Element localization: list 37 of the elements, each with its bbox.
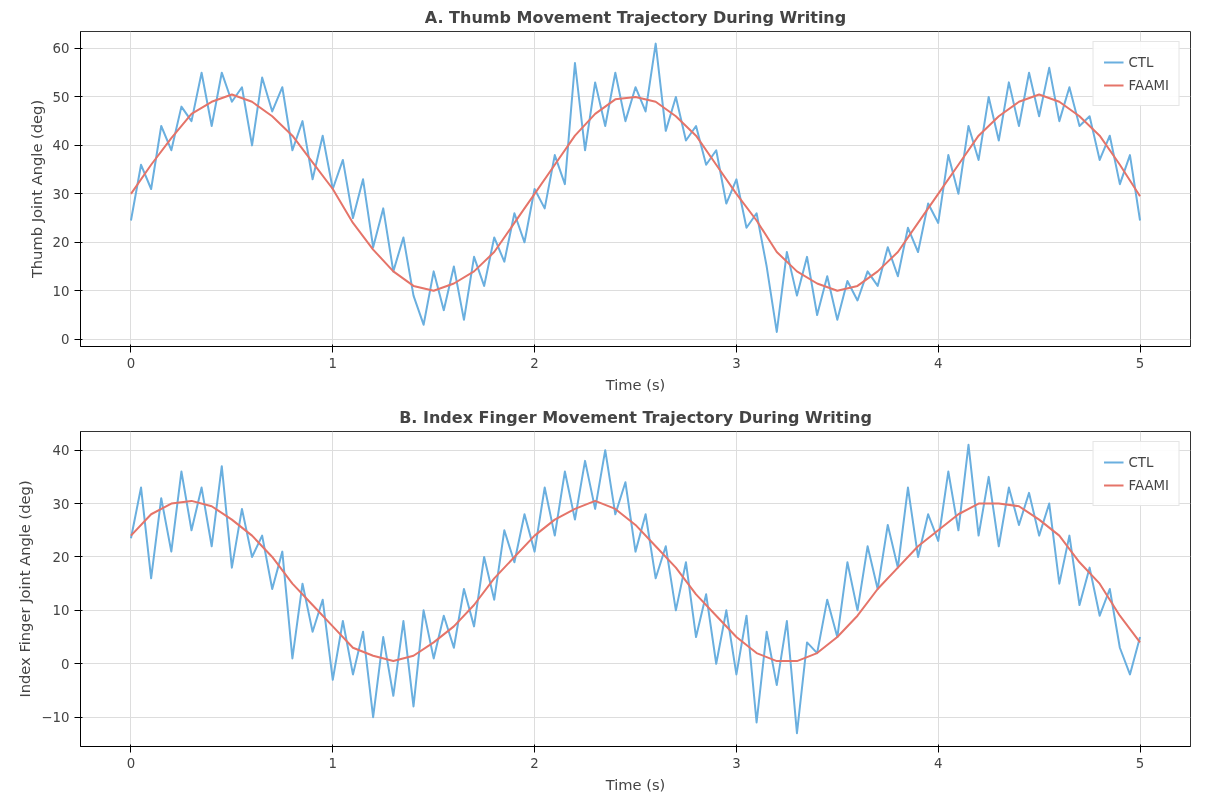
y-tick-label: 60 (52, 41, 70, 57)
x-tick-label: 2 (530, 755, 539, 771)
y-tick-label: 20 (52, 549, 70, 565)
x-tick-label: 5 (1135, 355, 1145, 371)
y-tick-label: 40 (52, 138, 70, 154)
x-axis-title: Time (s) (604, 375, 666, 393)
legend-label: CTL (1128, 54, 1154, 70)
y-tick-label: 40 (52, 443, 70, 459)
x-tick-label: 0 (126, 755, 136, 771)
y-tick-label: 50 (52, 89, 70, 105)
chart-title: B. Index Finger Movement Trajectory During Writing (399, 407, 872, 427)
x-tick-label: 1 (328, 355, 338, 371)
x-tick-label: 1 (328, 755, 338, 771)
y-tick-label: 20 (52, 235, 70, 251)
legend-label: FAAMI (1128, 77, 1169, 93)
x-tick-label: 4 (933, 755, 943, 771)
x-tick-label: 2 (530, 355, 539, 371)
x-tick-label: 5 (1135, 755, 1145, 771)
legend-label: CTL (1128, 454, 1154, 470)
x-tick-label: 0 (126, 355, 136, 371)
line-series (129, 93, 1142, 292)
y-tick-label: 30 (52, 186, 70, 202)
x-tick-label: 3 (732, 755, 741, 771)
legend-label: FAAMI (1128, 477, 1169, 493)
chart-title: A. Thumb Movement Trajectory During Writing (424, 7, 847, 27)
line-series (129, 499, 1142, 663)
y-tick-label: 30 (52, 496, 70, 512)
y-tick-label: −10 (41, 710, 70, 726)
y-tick-label: 0 (61, 656, 70, 672)
x-tick-label: 3 (732, 355, 741, 371)
x-axis-title: Time (s) (604, 775, 666, 793)
y-tick-label: 0 (61, 332, 70, 348)
y-axis-title: Thumb Joint Angle (deg) (27, 99, 45, 280)
y-axis-title: Index Finger Joint Angle (deg) (16, 480, 34, 698)
y-tick-label: 10 (52, 603, 70, 619)
y-tick-label: 10 (52, 283, 70, 299)
x-tick-label: 4 (933, 355, 943, 371)
